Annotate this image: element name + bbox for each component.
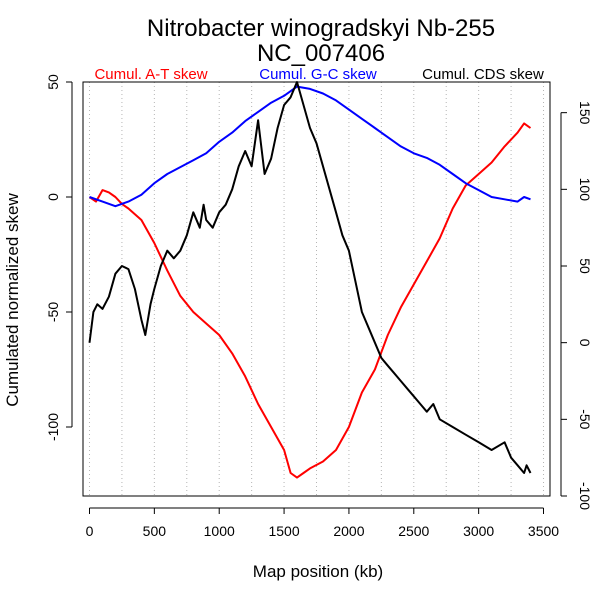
y-left-tick-label: 0 (45, 193, 61, 201)
gc-skew-line (89, 85, 531, 208)
y-right-tick-label: 50 (577, 258, 593, 274)
legend-cds-skew: Cumul. CDS skew (422, 66, 544, 83)
y-right-tick-label: -50 (577, 409, 593, 429)
x-tick-label: 1000 (204, 523, 235, 539)
x-tick-label: 500 (143, 523, 167, 539)
x-tick-label: 0 (86, 523, 94, 539)
y-left-tick-label: -100 (45, 413, 61, 441)
at-skew-line (88, 122, 532, 479)
x-axis-label: Map position (kb) (253, 562, 383, 581)
y-right-tick-label: 150 (577, 101, 593, 125)
y-left-tick-label: 50 (45, 74, 61, 90)
x-tick-label: 1500 (268, 523, 299, 539)
plot-frame (82, 81, 551, 497)
y-right-tick-label: -100 (577, 482, 593, 510)
x-tick-label: 3000 (463, 523, 494, 539)
cds-skew-line (88, 81, 532, 474)
x-tick-label: 3500 (528, 523, 559, 539)
y-axis-label: Cumulated normalized skew (3, 193, 22, 407)
x-tick-label: 2500 (398, 523, 429, 539)
y-left-tick-label: -50 (45, 302, 61, 322)
vertical-grid (88, 82, 545, 496)
y-right-tick-label: 100 (577, 178, 593, 202)
legend-gc-skew: Cumul. G-C skew (259, 66, 377, 83)
series-lines (88, 81, 532, 479)
legend-at-skew: Cumul. A-T skew (94, 66, 207, 83)
chart-title-line1: Nitrobacter winogradskyi Nb-255 (147, 15, 495, 42)
chart-title-line2: NC_007406 (257, 40, 385, 67)
x-tick-label: 2000 (333, 523, 364, 539)
y-right-tick-label: 0 (577, 339, 593, 347)
axes: 0 500 1000 1500 2000 2500 3000 3500500-50-10015… (45, 74, 593, 539)
